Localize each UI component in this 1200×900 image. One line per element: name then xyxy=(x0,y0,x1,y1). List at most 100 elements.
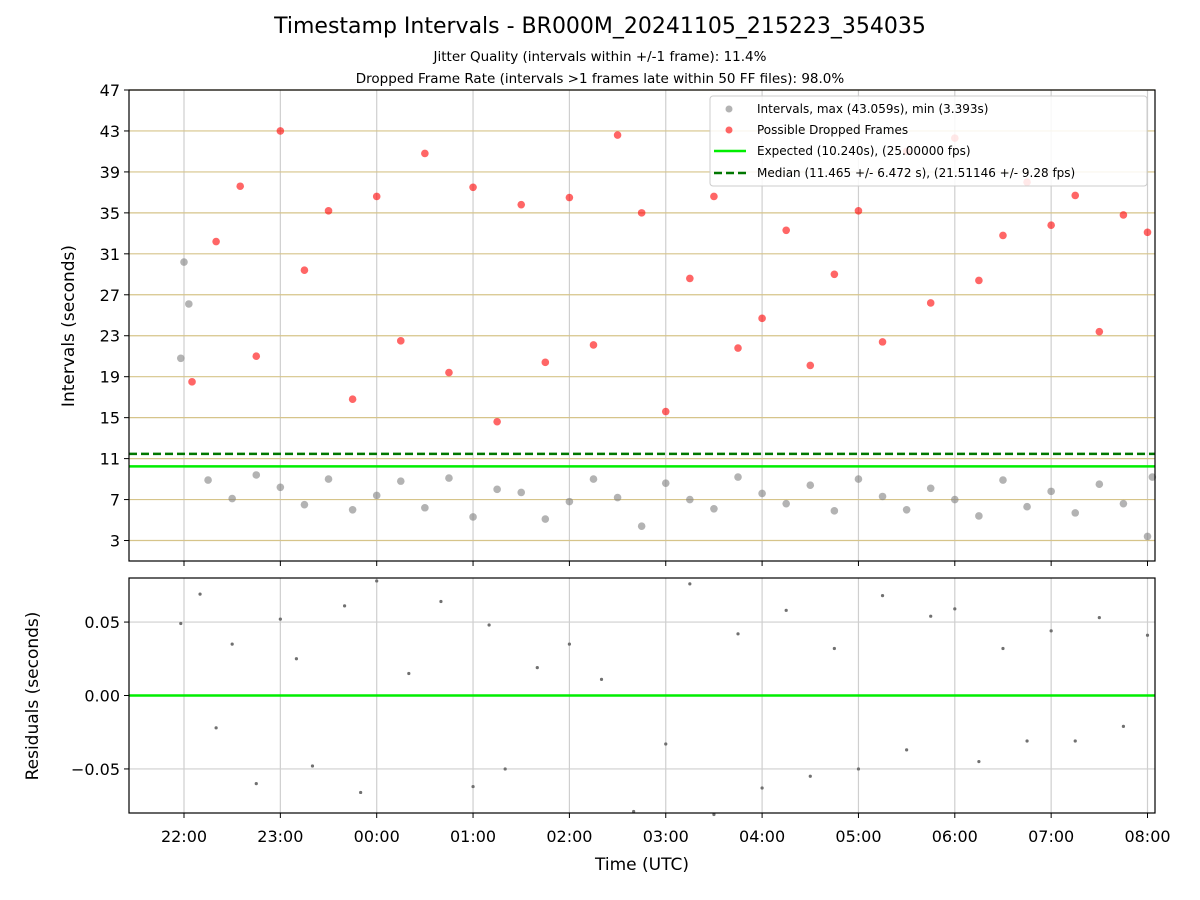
residual-point xyxy=(179,621,183,626)
interval-point xyxy=(185,300,193,308)
top-y-tick-label: 3 xyxy=(110,532,120,551)
dropped-frame-point xyxy=(541,358,550,367)
residual-point xyxy=(294,657,299,661)
interval-point xyxy=(1047,487,1055,496)
residual-point xyxy=(567,642,572,646)
dropped-frame-point xyxy=(589,341,598,349)
bottom-y-axis-label: Residuals (seconds) xyxy=(23,612,43,781)
residual-point xyxy=(254,782,258,786)
dropped-frame-point xyxy=(1071,191,1080,200)
residual-point xyxy=(808,774,812,778)
interval-point xyxy=(734,473,742,481)
dropped-frame-point xyxy=(252,352,261,361)
x-tick-label: 01:00 xyxy=(450,827,496,846)
residual-point xyxy=(736,632,740,636)
interval-point xyxy=(1023,502,1031,511)
interval-point xyxy=(445,474,453,482)
interval-point xyxy=(396,477,405,485)
x-tick-label: 03:00 xyxy=(643,827,689,846)
residual-point xyxy=(760,786,764,790)
dropped-frame-point xyxy=(1143,228,1152,237)
interval-point xyxy=(180,258,188,266)
interval-point xyxy=(276,483,285,492)
interval-point xyxy=(300,500,309,509)
residual-point xyxy=(632,809,636,814)
interval-point xyxy=(204,476,212,484)
interval-point xyxy=(661,479,670,487)
top-y-tick-label: 35 xyxy=(100,204,120,223)
residual-point xyxy=(1073,739,1077,743)
residual-point xyxy=(198,592,202,596)
residual-point xyxy=(929,614,933,618)
top-y-tick-label: 15 xyxy=(100,409,120,428)
dropped-frame-point xyxy=(1119,211,1128,219)
residual-point xyxy=(880,594,885,598)
residual-point xyxy=(664,742,668,746)
dropped-frame-point xyxy=(613,131,622,139)
top-y-axis: 3 7 11 15 19 23 27 31 35 39 43 47 xyxy=(100,81,129,551)
dropped-frame-point xyxy=(565,193,574,202)
residual-point xyxy=(712,812,716,817)
residual-point xyxy=(1001,646,1005,651)
top-y-tick-label: 47 xyxy=(100,81,120,100)
residual-point xyxy=(1145,633,1150,637)
interval-point xyxy=(1148,473,1157,481)
dropped-frame-point xyxy=(854,207,863,215)
dropped-frame-point xyxy=(493,417,501,426)
legend-marker-dropped xyxy=(725,126,733,134)
residual-point xyxy=(905,748,909,752)
dropped-frame-point xyxy=(926,299,935,307)
residual-point xyxy=(310,764,315,768)
interval-point xyxy=(782,499,790,508)
residual-point xyxy=(278,617,282,621)
legend: Intervals, max (43.059s), min (3.393s) P… xyxy=(709,95,1148,187)
interval-point xyxy=(541,515,550,523)
x-tick-label: 04:00 xyxy=(739,827,785,846)
residual-point xyxy=(214,726,218,730)
residual-point xyxy=(599,677,604,681)
top-y-tick-label: 27 xyxy=(100,286,120,305)
x-tick-label: 23:00 xyxy=(257,827,303,846)
interval-point xyxy=(902,506,911,514)
bottom-y-axis: 0.05 0.00 −0.05 xyxy=(71,613,129,779)
dropped-frame-point xyxy=(686,274,694,283)
x-tick-label: 22:00 xyxy=(161,827,207,846)
top-plot-frame xyxy=(128,89,1156,562)
dropped-frame-point xyxy=(999,231,1007,240)
top-y-tick-label: 19 xyxy=(100,368,120,387)
dropped-frame-point xyxy=(276,127,285,135)
interval-point xyxy=(975,512,983,520)
x-tick-label: 05:00 xyxy=(835,827,881,846)
interval-point xyxy=(951,495,959,504)
legend-label-median: Median (11.465 +/- 6.472 s), (21.51146 +… xyxy=(757,166,1075,180)
dropped-frame-point xyxy=(975,276,983,285)
residual-point xyxy=(784,608,788,612)
top-y-axis-label: Intervals (seconds) xyxy=(59,245,79,407)
interval-point xyxy=(517,488,526,497)
dropped-frame-point xyxy=(396,337,405,345)
dropped-frame-point xyxy=(469,183,477,192)
x-axis-label: Time (UTC) xyxy=(594,855,689,875)
interval-point xyxy=(324,475,333,483)
dropped-frame-point xyxy=(710,192,718,201)
dropped-frame-point xyxy=(878,338,887,346)
residual-point xyxy=(359,790,363,795)
dropped-frame-point xyxy=(212,237,220,246)
residual-point xyxy=(977,759,981,764)
dropped-frame-point xyxy=(517,200,526,209)
interval-point xyxy=(421,503,429,512)
top-points xyxy=(176,127,1157,541)
dropped-frame-point xyxy=(188,378,196,386)
x-tick-label: 06:00 xyxy=(932,827,978,846)
legend-label-dropped: Possible Dropped Frames xyxy=(757,123,908,137)
top-y-tick-label: 7 xyxy=(110,491,120,510)
interval-point xyxy=(686,495,694,504)
legend-label-expected: Expected (10.240s), (25.00000 fps) xyxy=(757,144,971,158)
top-y-tick-label: 23 xyxy=(100,327,120,346)
interval-point xyxy=(758,489,766,498)
dropped-frame-point xyxy=(782,226,790,235)
dropped-frame-point xyxy=(637,209,646,217)
interval-point xyxy=(589,475,598,483)
residual-point xyxy=(439,599,443,604)
